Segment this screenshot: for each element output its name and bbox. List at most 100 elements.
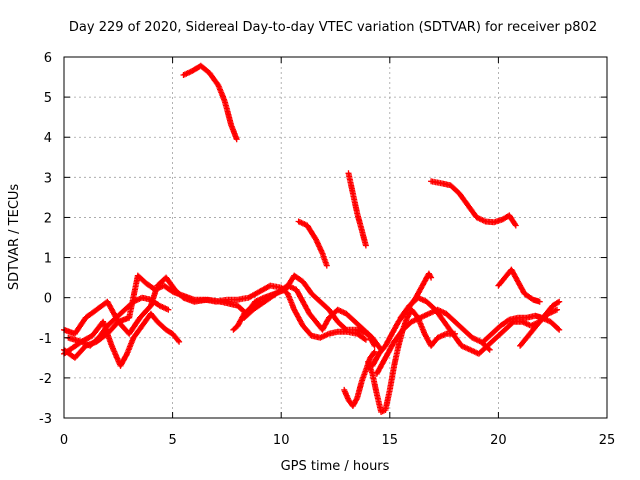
data-point-arc-8-12	[165, 306, 172, 313]
axis-ticks: 0 5 10 15 20 25 -3 -2 -1 0 1 2 3 4 5 6	[39, 51, 615, 448]
data-point-arc-18-4	[543, 303, 555, 317]
data-point-arc-6-28	[334, 318, 349, 332]
plot-frame	[63, 56, 608, 419]
data-point-arc-4-4	[465, 202, 479, 220]
data-point-arc-18-3	[536, 311, 549, 325]
data-point-arc-11-3	[354, 380, 365, 401]
data-point-arc-16-9	[556, 326, 563, 333]
data-point-arc-3-1	[349, 190, 360, 215]
data-point-arc-13-0	[369, 352, 382, 369]
series-arc-2	[295, 218, 330, 269]
data-point-arc-9-10	[319, 316, 332, 333]
data-point-arc-12-3	[378, 407, 387, 415]
data-point-arc-10-1	[234, 312, 247, 329]
data-point-arc-6-10	[163, 274, 177, 292]
data-point-arc-6-5	[115, 318, 132, 336]
data-point-arc-17-3	[514, 278, 527, 296]
data-point-arc-13-8	[425, 270, 434, 280]
data-point-arc-12-6	[391, 344, 402, 369]
data-point-arc-18-1	[523, 327, 536, 341]
data-point-arc-15-5	[441, 318, 455, 336]
data-point-arc-14-0	[373, 356, 388, 377]
data-point-arc-7-6	[124, 336, 136, 357]
y-tick-label: 2	[44, 211, 52, 226]
data-point-arc-9-6	[293, 286, 306, 304]
series-arc-17	[495, 266, 543, 305]
data-point-arc-10-4	[256, 298, 263, 305]
y-tick-label: 4	[44, 131, 52, 146]
data-point-arc-14-5	[417, 311, 431, 321]
data-point-arc-18-2	[530, 319, 542, 333]
y-tick-label: -2	[39, 372, 52, 387]
data-point-arc-4-10	[512, 222, 519, 229]
series-arc-9	[241, 282, 385, 353]
data-point-arc-17-0	[495, 275, 507, 289]
data-point-arc-14-9	[452, 318, 466, 332]
y-axis-label: SDTVAR / TECUs	[7, 184, 22, 291]
data-point-arc-13-1	[375, 343, 388, 357]
data-point-arc-15-18	[554, 306, 560, 313]
data-point-arc-10-0	[230, 323, 240, 333]
grid	[64, 57, 607, 418]
data-point-arc-6-23	[291, 272, 305, 284]
data-point-arc-13-2	[382, 332, 395, 349]
data-point-arc-16-1	[488, 323, 503, 337]
data-point-arc-5-22	[284, 290, 297, 312]
data-point-arc-5-24	[299, 322, 314, 338]
data-point-arc-15-9	[475, 343, 490, 357]
data-point-arc-3-2	[354, 210, 365, 231]
x-tick-label: 0	[60, 433, 68, 448]
x-tick-label: 15	[382, 433, 399, 448]
data-point-arc-6-1	[71, 343, 88, 361]
data-point-arc-15-10	[484, 335, 499, 349]
data-point-arc-14-13	[486, 346, 493, 353]
series-arc-1	[180, 62, 240, 143]
data-point-arc-9-16	[369, 334, 384, 352]
data-point-arc-15-0	[397, 303, 412, 321]
data-point-arc-12-2	[373, 390, 384, 414]
data-point-arc-5-31	[362, 336, 369, 343]
data-point-arc-2-4	[323, 262, 330, 269]
data-point-arc-9-1	[250, 301, 264, 313]
data-point-arc-15-7	[458, 342, 472, 353]
data-point-arc-3-0	[345, 170, 356, 195]
data-point-arc-5-18	[245, 289, 262, 301]
x-tick-label: 20	[490, 433, 507, 448]
data-point-arc-12-4	[382, 388, 393, 413]
data-point-arc-7-7	[130, 323, 145, 341]
data-point-arc-1-2	[197, 62, 212, 76]
data-point-arc-11-2	[349, 396, 360, 409]
data-point-arc-15-11	[493, 327, 507, 341]
data-point-arc-17-6	[536, 298, 543, 305]
data-point-arc-8-7	[121, 299, 136, 313]
data-point-arc-6-24	[299, 278, 314, 296]
data-point-arc-2-2	[313, 236, 325, 256]
data-point-arc-14-10	[460, 326, 475, 340]
data-point-arc-9-7	[299, 298, 312, 316]
data-point-arc-6-11	[171, 286, 186, 300]
y-tick-label: -3	[39, 412, 52, 427]
data-point-arc-5-10	[160, 282, 175, 294]
data-point-arc-12-13	[428, 335, 440, 349]
data-point-arc-9-3	[267, 289, 281, 301]
data-point-arc-4-5	[473, 214, 487, 224]
data-point-arc-15-12	[501, 319, 516, 333]
data-point-arc-16-0	[480, 331, 494, 345]
series-arc-14	[373, 306, 493, 377]
data-point-arc-1-7	[233, 136, 240, 143]
data-point-arc-17-4	[521, 290, 535, 302]
data-point-arc-9-15	[360, 326, 375, 340]
y-tick-label: 3	[44, 171, 52, 186]
data-point-arc-12-5	[386, 364, 397, 393]
data-point-arc-4-2	[447, 182, 462, 196]
series-arc-15	[397, 294, 560, 357]
data-point-arc-7-5	[117, 352, 130, 369]
data-point-arc-18-0	[517, 335, 529, 349]
data-point-arc-7-13	[176, 338, 183, 345]
data-point-arc-5-7	[134, 272, 149, 286]
data-point-arc-1-6	[228, 122, 240, 141]
data-point-arc-7-8	[139, 311, 153, 329]
data-point-arc-5-23	[291, 306, 306, 328]
data-point-arc-3-4	[362, 242, 369, 249]
